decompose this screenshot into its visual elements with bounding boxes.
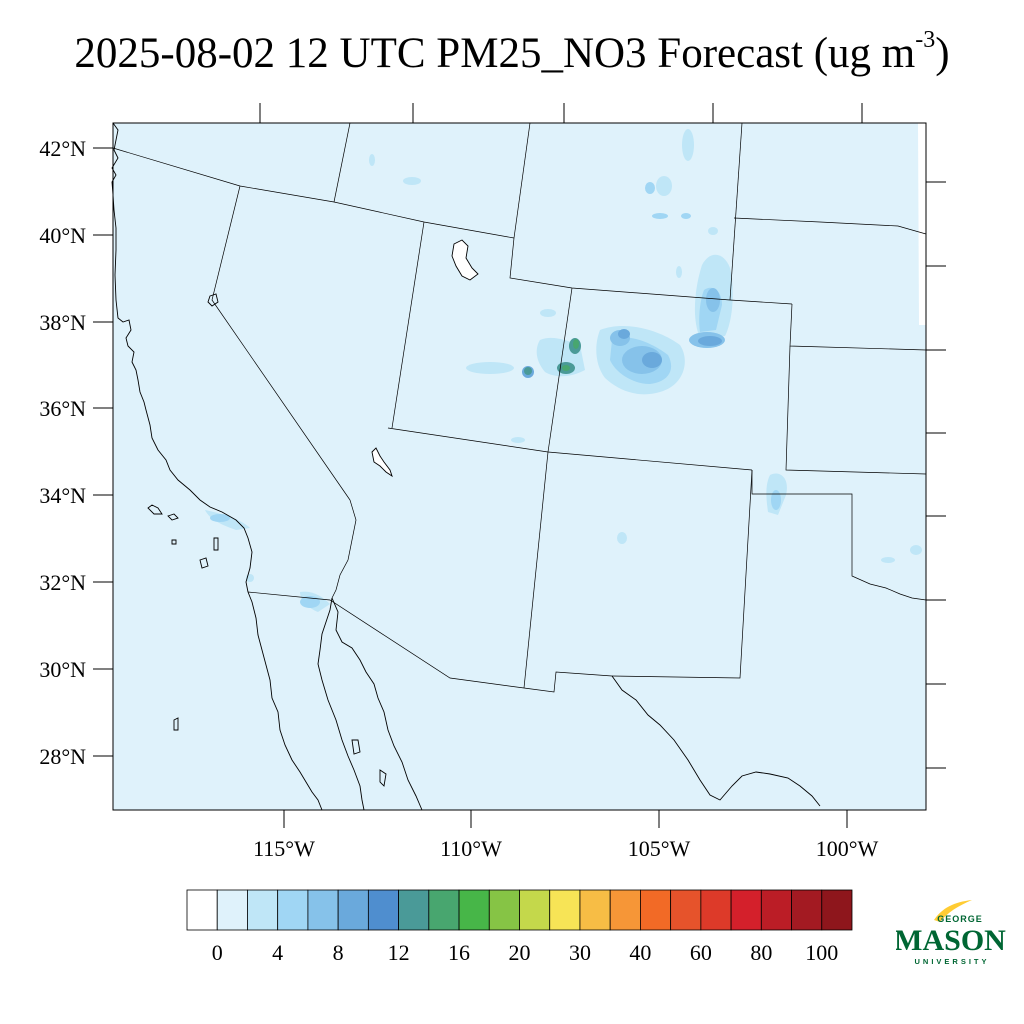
colorbar-swatch [549,889,581,931]
colorbar-swatch [730,889,762,931]
lon-label: 105°W [628,836,691,861]
colorbar-swatch [609,889,641,931]
colorbar-swatch [670,889,702,931]
logo-university: UNIVERSITY [914,957,989,966]
colorbar-swatch [791,889,823,931]
title-text: 2025-08-02 12 UTC PM25_NO3 Forecast (ug … [74,30,916,77]
lat-label: 40°N [39,223,86,248]
colorbar-tick-label: 0 [212,940,223,965]
lat-label: 36°N [39,396,86,421]
colorbar-swatch [277,889,309,931]
lat-label: 28°N [39,744,86,769]
colorbar-swatch [640,889,672,931]
colorbar-tick-label: 80 [750,940,772,965]
colorbar-tick-label: 40 [629,940,651,965]
lat-label: 32°N [39,570,86,595]
colorbar-labels: 0 4 8 12 16 20 30 40 60 80 100 [212,940,839,965]
colorbar-swatch [488,889,520,931]
lat-label: 42°N [39,136,86,161]
map-background [113,123,926,810]
lat-label: 38°N [39,310,86,335]
longitude-labels: 115°W 110°W 105°W 100°W [253,836,878,861]
colorbar-swatch [398,889,430,931]
map-frame [112,122,927,811]
colorbar [186,889,853,931]
colorbar-tick-label: 30 [569,940,591,965]
colorbar-tick-label: 100 [805,940,838,965]
colorbar-swatch [367,889,399,931]
colorbar-swatch [307,889,339,931]
logo-george: GEORGE [937,914,983,924]
colorbar-swatch [458,889,490,931]
colorbar-swatch [428,889,460,931]
state-boundaries [112,122,927,693]
latitude-labels: 42°N 40°N 38°N 36°N 34°N 32°N 30°N 28°N [39,136,86,769]
colorbar-tick-label: 20 [509,940,531,965]
chart-title: 2025-08-02 12 UTC PM25_NO3 Forecast (ug … [0,28,1024,75]
lon-label: 110°W [440,836,502,861]
colorbar-swatch [337,889,369,931]
colorbar-swatch [186,889,218,931]
colorbar-swatch [700,889,732,931]
colorbar-swatch [821,889,853,931]
colorbar-tick-label: 16 [448,940,470,965]
colorbar-tick-label: 60 [690,940,712,965]
colorbar-tick-label: 8 [333,940,344,965]
title-close: ) [935,30,950,77]
lon-label: 115°W [253,836,315,861]
gmu-logo: GEORGE MASON UNIVERSITY [896,900,1006,966]
logo-swoosh-icon [934,900,972,922]
lakes [371,239,479,478]
colorbar-swatch [216,889,248,931]
lat-label: 30°N [39,657,86,682]
logo-mason: MASON [896,924,1006,957]
no-data-edge [918,123,926,325]
concentration-patches [205,129,922,612]
lat-label: 34°N [39,483,86,508]
axis-ticks [93,103,946,828]
title-superscript: -3 [915,27,936,53]
colorbar-tick-label: 4 [272,940,283,965]
colorbar-swatch [760,889,792,931]
colorbar-swatch [519,889,551,931]
colorbar-tick-label: 12 [388,940,410,965]
colorbar-swatch [247,889,279,931]
lon-label: 100°W [816,836,879,861]
colorbar-swatch [579,889,611,931]
